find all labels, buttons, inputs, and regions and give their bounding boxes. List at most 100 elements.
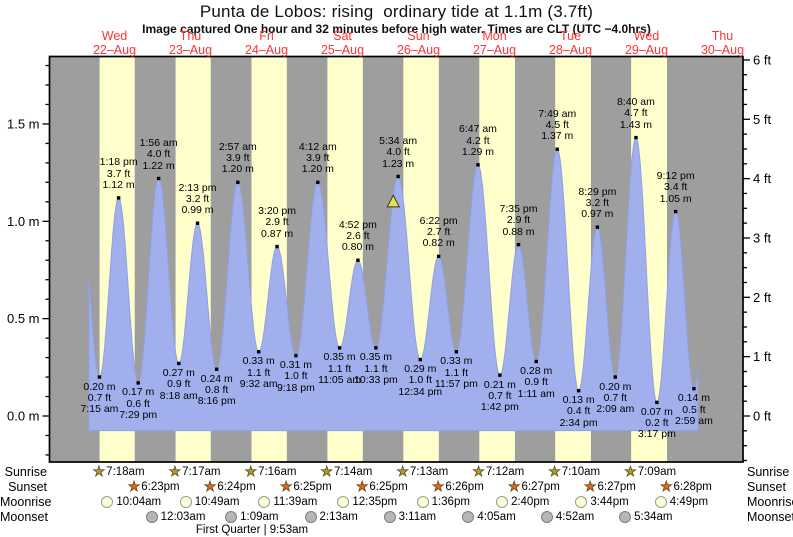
sunrise-star: ★ bbox=[396, 464, 409, 480]
low-tide-label: 0.21 m 0.7 ft 1:42 pm bbox=[480, 378, 519, 414]
tide-extreme-dot bbox=[136, 381, 140, 385]
astro-event-time: 12:35pm bbox=[352, 496, 398, 508]
astro-row-label-sunrise: Sunrise bbox=[4, 465, 47, 479]
sunrise-star: ★ bbox=[548, 464, 561, 480]
astro-row-label-sunset: Sunset bbox=[8, 480, 47, 494]
sunrise-event: ★ 7:12am bbox=[472, 464, 524, 480]
moonrise-event: 11:39am bbox=[258, 494, 317, 510]
moonrise-circle bbox=[495, 496, 508, 508]
sunrise-event: ★ 7:14am bbox=[320, 464, 372, 480]
moonrise-circle bbox=[179, 496, 192, 508]
tide-extreme-dot bbox=[436, 254, 441, 259]
low-tide-label: 0.29 m 1.0 ft 12:34 pm bbox=[398, 363, 443, 398]
high-tide-label: 4:12 am 3.9 ft 1.20 m bbox=[298, 140, 337, 176]
m-axis-label: 1.5 m bbox=[7, 116, 40, 131]
sunrise-star: ★ bbox=[244, 464, 258, 480]
sunrise-star: ★ bbox=[624, 464, 637, 480]
sunrise-event: ★ 7:10am bbox=[548, 464, 600, 480]
moonset-circle bbox=[225, 511, 238, 523]
sunset-event: ★ 6:24pm bbox=[203, 479, 256, 495]
ft-axis-label: 3 ft bbox=[753, 230, 771, 245]
astro-event-time: 10:04am bbox=[116, 496, 162, 508]
moonset-event: 4:05am bbox=[462, 509, 516, 525]
astro-event-time: 6:23pm bbox=[141, 481, 180, 493]
sunset-event: ★ 6:26pm bbox=[431, 479, 483, 495]
sunrise-star: ★ bbox=[92, 464, 106, 480]
low-tide-label: 0.33 m 1.1 ft 9:32 am bbox=[239, 355, 278, 390]
tide-extreme-dot bbox=[156, 176, 161, 181]
tide-extreme-dot bbox=[516, 242, 521, 247]
astro-event-time: 7:12am bbox=[485, 466, 525, 478]
tide-extreme-dot bbox=[498, 373, 502, 377]
ft-axis-label: 4 ft bbox=[753, 171, 771, 186]
moon-phase-note: First Quarter | 9:53am bbox=[195, 524, 309, 536]
moonset-event: 12:03am bbox=[145, 509, 206, 525]
astro-event-time: 10:49am bbox=[194, 496, 240, 508]
low-tide-label: 0.35 m 1.1 ft 10:33 pm bbox=[354, 351, 398, 386]
sunset-star: ★ bbox=[583, 479, 597, 495]
astro-event-time: 7:18am bbox=[106, 466, 145, 478]
moonrise-circle bbox=[258, 496, 271, 508]
high-tide-label: 8:40 am 4.7 ft 1.43 m bbox=[616, 96, 655, 131]
tide-extreme-dot bbox=[476, 163, 480, 167]
sunrise-event: ★ 7:16am bbox=[244, 464, 296, 480]
moonset-event: 4:52am bbox=[540, 509, 594, 525]
moonset-circle bbox=[383, 511, 396, 523]
sunset-star: ★ bbox=[507, 479, 521, 495]
sunset-event: ★ 6:27pm bbox=[584, 479, 636, 495]
tide-extreme-dot bbox=[214, 367, 219, 371]
low-tide-label: 0.20 m 0.7 ft 7:15 am bbox=[80, 380, 119, 416]
moonrise-circle bbox=[337, 496, 350, 508]
day-label: Thu 30–Aug bbox=[700, 29, 745, 57]
high-tide-label: 6:22 pm 2.7 ft 0.82 m bbox=[419, 214, 458, 250]
moonrise-event: 12:35pm bbox=[337, 494, 397, 510]
astro-row-label-sunrise: Sunrise bbox=[747, 465, 790, 479]
tide-extreme-dot bbox=[256, 350, 261, 354]
moonrise-event: 1:36pm bbox=[416, 494, 470, 510]
ft-axis-label: 2 ft bbox=[753, 290, 771, 305]
moonset-event: 5:34am bbox=[619, 509, 672, 525]
sunset-event: ★ 6:25pm bbox=[279, 479, 332, 495]
tide-extreme-dot bbox=[655, 400, 659, 405]
day-label: Wed 29–Aug bbox=[624, 29, 669, 57]
tide-extreme-dot bbox=[316, 180, 320, 185]
high-tide-label: 9:12 pm 3.4 ft 1.05 m bbox=[656, 170, 695, 205]
moonset-circle bbox=[462, 511, 475, 523]
astro-row-label-moonrise: Moonrise bbox=[747, 495, 793, 509]
astro-row-label-sunset: Sunset bbox=[747, 480, 786, 494]
sunrise-event: ★ 7:13am bbox=[396, 464, 448, 480]
astro-event-time: 6:24pm bbox=[217, 481, 256, 493]
astro-event-time: 4:05am bbox=[477, 511, 516, 523]
sunset-star: ★ bbox=[431, 479, 445, 495]
day-label: Sat 25–Aug bbox=[320, 29, 365, 57]
high-tide-label: 1:18 pm 3.7 ft 1.12 m bbox=[99, 156, 138, 192]
low-tide-label: 0.28 m 0.9 ft 1:11 am bbox=[517, 364, 555, 400]
high-tide-label: 5:34 am 4.0 ft 1.23 m bbox=[379, 135, 418, 170]
sunrise-star: ★ bbox=[168, 464, 182, 480]
astro-row-label-moonset: Moonset bbox=[747, 510, 793, 524]
sunset-event: ★ 6:23pm bbox=[127, 479, 180, 495]
tide-extreme-dot bbox=[634, 135, 638, 140]
low-tide-label: 0.07 m 0.2 ft 3:17 pm bbox=[637, 405, 676, 441]
tide-extreme-dot bbox=[236, 180, 240, 185]
tide-extreme-dot bbox=[97, 375, 102, 379]
m-axis-label: 0.0 m bbox=[7, 409, 40, 424]
astro-event-time: 12:03am bbox=[160, 511, 206, 523]
sunrise-event: ★ 7:18am bbox=[92, 464, 145, 480]
astro-event-time: 1:09am bbox=[240, 511, 279, 523]
m-axis-label: 0.5 m bbox=[7, 311, 40, 326]
tide-extreme-dot bbox=[555, 147, 559, 151]
moonset-circle bbox=[540, 511, 553, 523]
astro-event-time: 2:40pm bbox=[510, 496, 550, 508]
low-tide-label: 0.14 m 0.5 ft 2:59 am bbox=[674, 392, 713, 427]
astro-event-time: 6:25pm bbox=[293, 481, 332, 493]
day-label: Mon 27–Aug bbox=[472, 29, 517, 57]
low-tide-label: 0.27 m 0.9 ft 8:18 am bbox=[159, 366, 198, 402]
day-label: Sun 26–Aug bbox=[396, 29, 441, 57]
moonrise-circle bbox=[654, 496, 667, 508]
tide-extreme-dot bbox=[275, 244, 279, 249]
astro-event-time: 6:28pm bbox=[673, 481, 712, 493]
moonrise-circle bbox=[101, 496, 114, 508]
sunrise-event: ★ 7:09am bbox=[624, 464, 676, 480]
